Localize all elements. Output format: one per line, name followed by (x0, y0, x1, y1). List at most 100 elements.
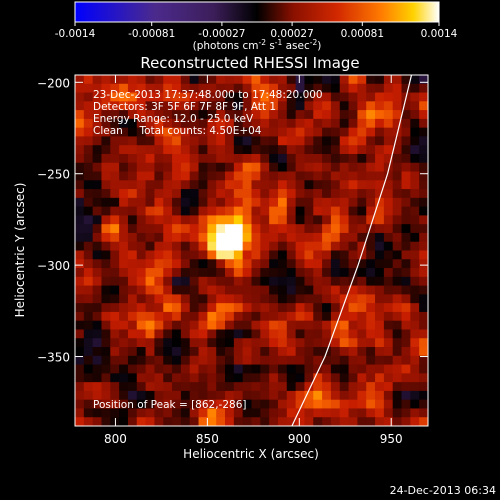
heatmap-cell (163, 83, 173, 93)
heatmap-cell (75, 232, 85, 243)
heatmap-cell (366, 189, 376, 199)
heatmap-cell (277, 241, 288, 251)
heatmap-cell (198, 329, 208, 339)
heatmap-cell (419, 180, 428, 190)
heatmap-cell (313, 408, 323, 418)
heatmap-cell (75, 75, 85, 85)
heatmap-cell (216, 241, 226, 251)
heatmap-cell (375, 329, 385, 339)
heatmap-cell (357, 92, 367, 102)
heatmap-cell (225, 101, 235, 111)
heatmap-cell (375, 206, 385, 216)
heatmap-cell (401, 276, 411, 287)
heatmap-cell (269, 390, 279, 401)
heatmap-cell (154, 373, 164, 383)
heatmap-cell (136, 75, 146, 85)
heatmap-cell (216, 285, 226, 295)
heatmap-cell (348, 118, 358, 129)
heatmap-cell (304, 145, 314, 155)
heatmap-cell (101, 276, 111, 287)
heatmap-cell (313, 83, 323, 93)
heatmap-cell (277, 136, 288, 146)
footer-timestamp: 24-Dec-2013 06:34 (390, 484, 496, 497)
heatmap-cell (251, 294, 261, 304)
heatmap-cell (110, 285, 120, 295)
heatmap-cell (101, 75, 111, 85)
heatmap-cell (330, 224, 341, 234)
heatmap-cell (304, 75, 314, 85)
heatmap-cell (339, 259, 349, 269)
heatmap-cell (225, 162, 235, 172)
heatmap-cell (295, 206, 305, 216)
heatmap-cell (401, 153, 411, 164)
heatmap-cell (260, 355, 270, 365)
heatmap-cell (163, 224, 173, 234)
heatmap-cell (383, 355, 394, 365)
heatmap-cell (366, 268, 376, 278)
heatmap-cell (180, 206, 191, 216)
heatmap-cell (322, 75, 332, 85)
heatmap-cell (277, 206, 288, 216)
heatmap-cell (286, 373, 297, 383)
heatmap-cell (110, 127, 120, 137)
heatmap-cell (119, 145, 129, 155)
heatmap-cell (242, 162, 252, 172)
heatmap-cell (154, 75, 164, 85)
heatmap-cell (189, 311, 199, 322)
heatmap-cell (286, 311, 297, 322)
heatmap-cell (242, 347, 252, 357)
heatmap-cell (277, 399, 288, 409)
heatmap-cell (119, 75, 129, 85)
heatmap-cell (172, 399, 182, 409)
heatmap-cell (304, 382, 314, 392)
heatmap-cell (410, 153, 420, 164)
heatmap-cell (339, 215, 349, 225)
heatmap-cell (375, 259, 385, 269)
heatmap-cell (225, 118, 235, 129)
heatmap-cell (110, 75, 120, 85)
heatmap-cell (198, 127, 208, 137)
heatmap-cell (260, 294, 270, 304)
heatmap-cell (348, 373, 358, 383)
heatmap-cell (180, 75, 191, 85)
heatmap-cell (189, 118, 199, 129)
heatmap-cell (339, 276, 349, 287)
heatmap-cell (136, 127, 146, 137)
heatmap-cell (127, 197, 138, 208)
heatmap-cell (216, 232, 226, 243)
heatmap-cell (225, 189, 235, 199)
heatmap-cell (366, 276, 376, 287)
heatmap-cell (269, 118, 279, 129)
heatmap-cell (216, 320, 226, 330)
heatmap-cell (260, 197, 270, 208)
heatmap-cell (154, 347, 164, 357)
heatmap-cell (304, 294, 314, 304)
heatmap-cell (233, 118, 244, 129)
heatmap-cell (304, 197, 314, 208)
heatmap-cell (207, 224, 217, 234)
heatmap-cell (216, 268, 226, 278)
heatmap-cell (357, 390, 367, 401)
heatmap-cell (92, 197, 102, 208)
heatmap-cell (295, 101, 305, 111)
heatmap-cell (401, 285, 411, 295)
heatmap-cell (401, 118, 411, 129)
heatmap-cell (180, 373, 191, 383)
heatmap-cell (251, 232, 261, 243)
heatmap-cell (277, 285, 288, 295)
heatmap-cell (207, 250, 217, 260)
heatmap-cell (83, 250, 94, 260)
heatmap-cell (225, 303, 235, 313)
heatmap-cell (75, 110, 85, 120)
heatmap-cell (233, 390, 244, 401)
heatmap-cell (145, 329, 155, 339)
heatmap-cell (101, 92, 111, 102)
heatmap-cell (322, 189, 332, 199)
heatmap-cell (322, 285, 332, 295)
heatmap-cell (92, 320, 102, 330)
heatmap-cell (251, 180, 261, 190)
heatmap-cell (251, 311, 261, 322)
heatmap-cell (172, 153, 182, 164)
heatmap-cell (136, 355, 146, 365)
heatmap-cell (295, 399, 305, 409)
